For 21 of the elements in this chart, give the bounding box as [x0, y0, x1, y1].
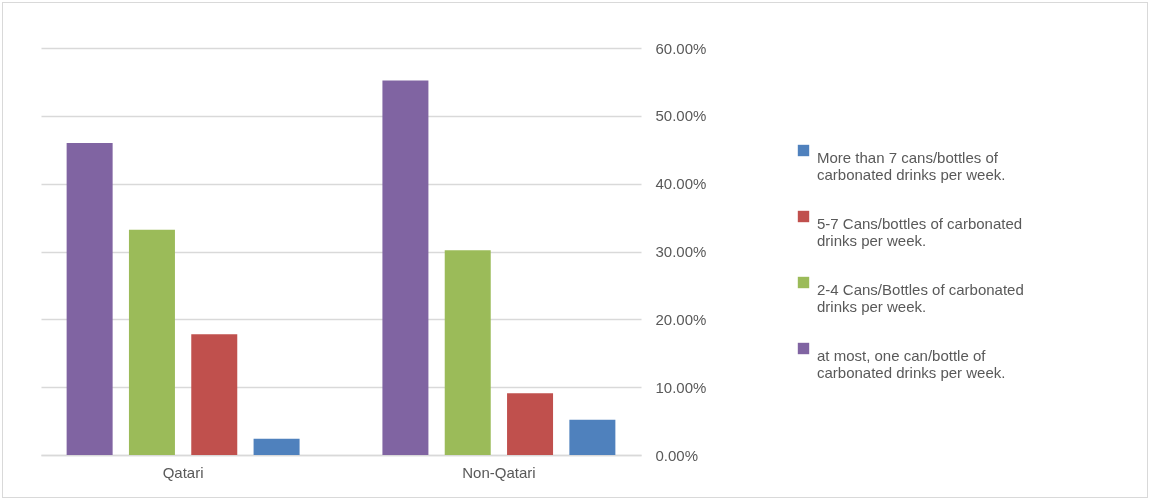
y-tick-label: 10.00%: [655, 378, 707, 396]
y-tick-label: 20.00%: [655, 310, 707, 328]
bar: [191, 334, 238, 455]
y-tick-label: 40.00%: [655, 175, 707, 193]
bar: [128, 229, 175, 455]
bar: [569, 419, 616, 455]
legend-label: More than 7 cans/bottles of carbonated drinks per week.: [817, 148, 1006, 183]
y-tick-label: 30.00%: [655, 243, 707, 260]
bar: [444, 250, 491, 455]
bar: [66, 142, 113, 455]
bar: [253, 438, 300, 455]
legend-label: at most, one can/bottle of carbonated drinks per week.: [817, 346, 1006, 381]
x-tick-label: Non-Qatari: [462, 463, 536, 481]
bar: [382, 80, 429, 455]
y-tick-label: 60.00%: [655, 39, 707, 57]
x-tick-label: Qatari: [162, 463, 204, 481]
y-tick-label: 0.00%: [655, 446, 699, 464]
legend-label: 5-7 Cans/bottles of carbonated drinks per week.: [817, 214, 1023, 249]
bar: [507, 393, 554, 455]
legend-label: 2-4 Cans/Bottles of carbonated drinks per week.: [817, 280, 1024, 315]
y-tick-label: 50.00%: [655, 107, 707, 125]
